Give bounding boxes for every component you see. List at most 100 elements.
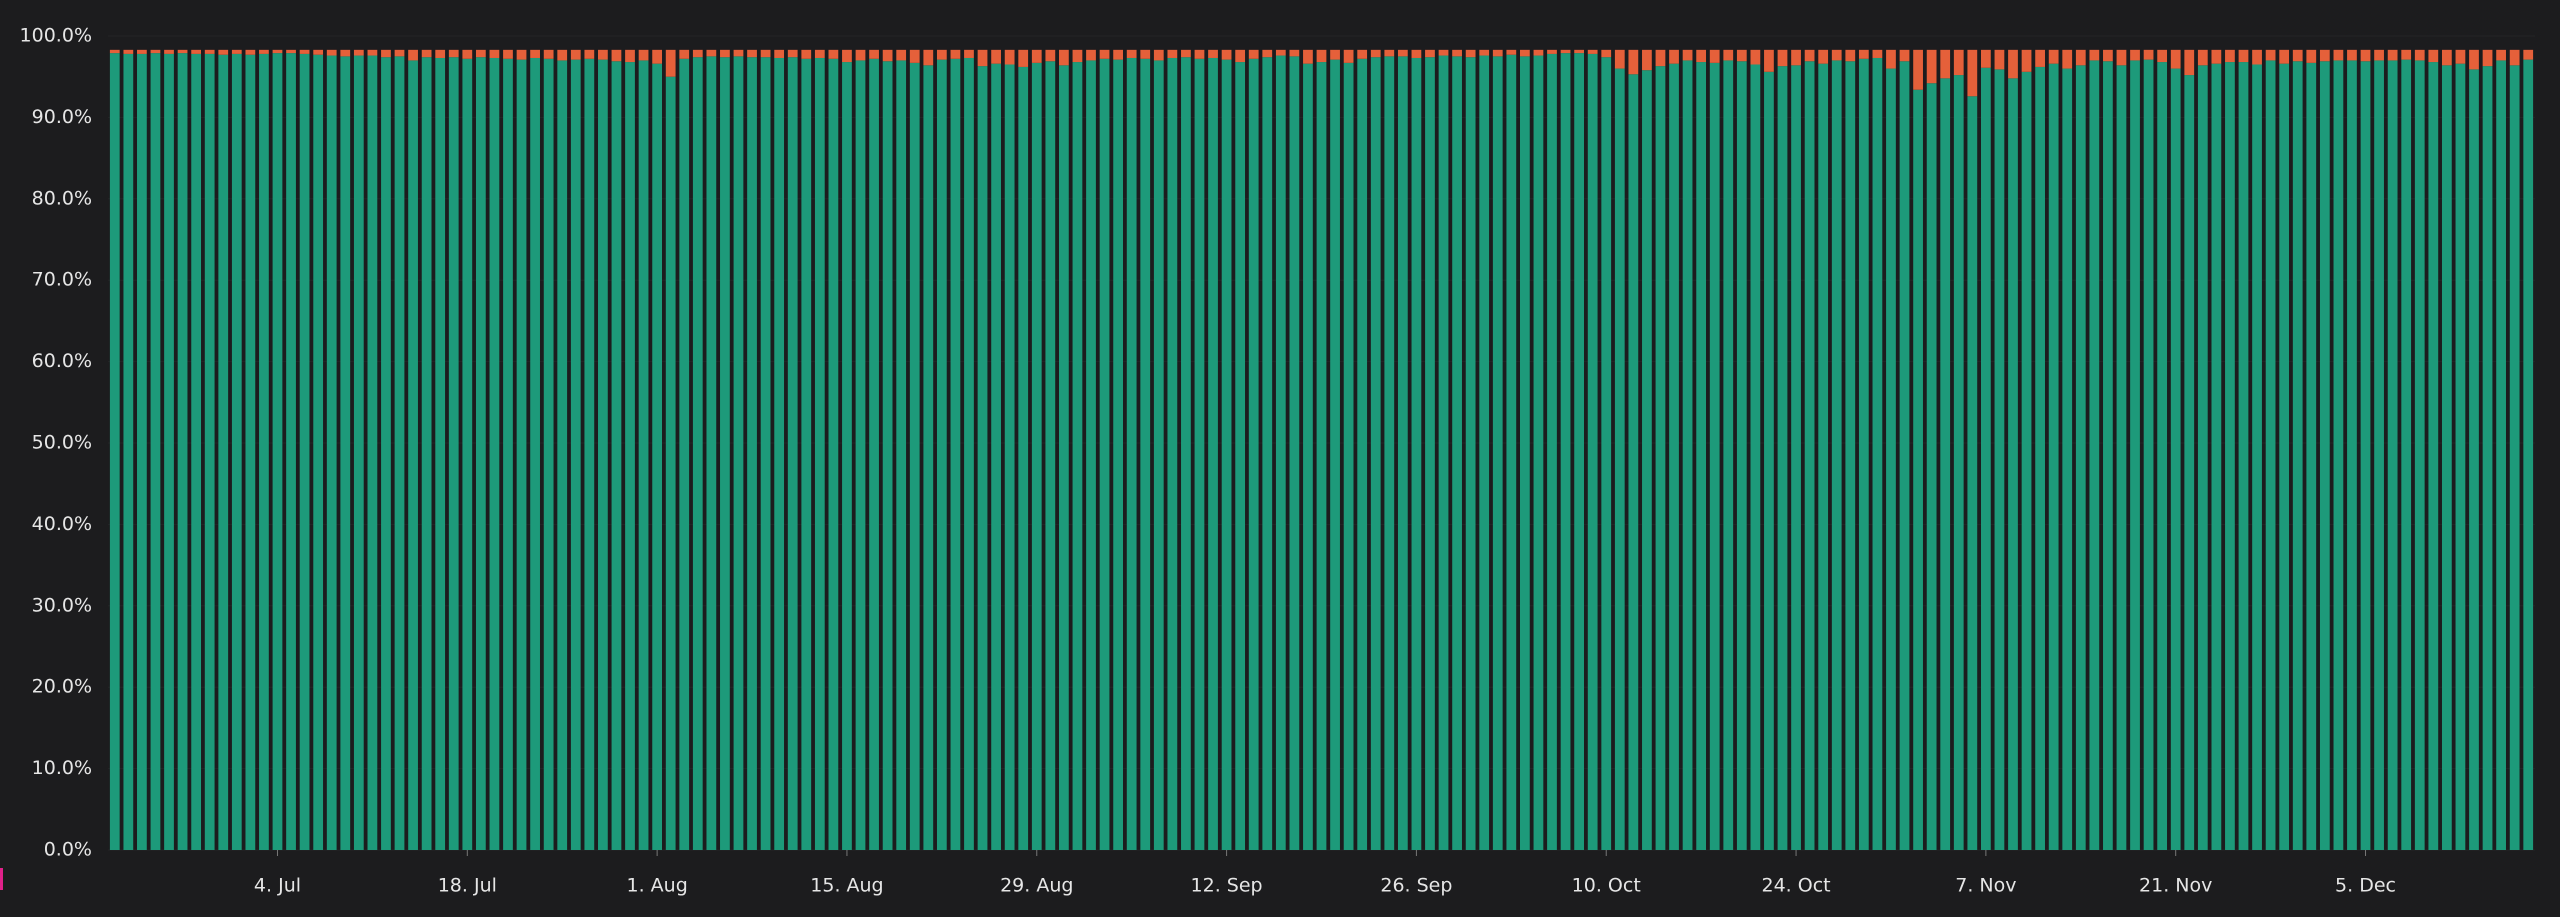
- bar-segment: [2441, 49, 2452, 66]
- bar-segment: [381, 57, 391, 850]
- bar-segment: [747, 57, 757, 850]
- bar-segment: [1804, 61, 1815, 850]
- bar-segment: [109, 53, 120, 851]
- bar-segment: [2157, 62, 2168, 851]
- bar-segment: [1235, 62, 1246, 851]
- bar-segment: [991, 49, 1001, 64]
- bar-segment: [530, 57, 540, 850]
- bar-segment: [340, 49, 351, 57]
- bar-segment: [1655, 49, 1666, 67]
- bar-segment: [516, 59, 527, 850]
- bar-segment: [503, 58, 513, 851]
- bar-segment: [1764, 71, 1774, 851]
- bar-segment: [448, 57, 459, 850]
- bar-segment: [1777, 49, 1788, 67]
- bar-segment: [814, 57, 825, 850]
- bar-segment: [1845, 61, 1856, 850]
- y-tick-label: 50.0%: [32, 432, 92, 454]
- bar-segment: [2333, 49, 2344, 61]
- bar-segment: [1858, 58, 1869, 851]
- bar-segment: [1248, 58, 1259, 851]
- bar-segment: [1886, 49, 1896, 69]
- bar-segment: [1913, 49, 1923, 90]
- bar-segment: [652, 49, 663, 64]
- bar-segment: [611, 61, 622, 850]
- bar-segment: [1357, 49, 1368, 59]
- bar-segment: [2509, 49, 2520, 66]
- bar-segment: [1696, 49, 1707, 63]
- bar-segment: [1208, 57, 1218, 850]
- bar-segment: [2469, 49, 2479, 70]
- bar-segment: [353, 49, 364, 56]
- bar-segment: [977, 49, 988, 67]
- bar-segment: [869, 49, 879, 59]
- bar-segment: [964, 57, 974, 850]
- bar-segment: [964, 49, 974, 58]
- bar-segment: [1465, 49, 1476, 58]
- y-tick-label: 40.0%: [32, 513, 92, 535]
- bar-segment: [598, 49, 608, 60]
- bar-segment: [435, 57, 446, 850]
- bar-segment: [2414, 49, 2425, 61]
- bar-segment: [421, 49, 432, 58]
- bar-segment: [1669, 63, 1679, 850]
- y-tick-label: 70.0%: [32, 269, 92, 291]
- bar-segment: [367, 49, 378, 56]
- bar-segment: [1370, 49, 1381, 58]
- bar-segment: [801, 49, 812, 59]
- bar-segment: [1547, 53, 1557, 850]
- bar-segment: [1696, 62, 1707, 851]
- bar-segment: [1791, 65, 1801, 850]
- y-tick-label: 20.0%: [32, 676, 92, 698]
- bar-segment: [2184, 49, 2195, 76]
- y-tick-label: 100.0%: [20, 25, 92, 47]
- bar-segment: [2130, 49, 2140, 61]
- bar-segment: [231, 53, 242, 850]
- bar-segment: [584, 58, 595, 851]
- bar-segment: [1872, 57, 1883, 850]
- bar-segment: [299, 49, 310, 54]
- bar-segment: [828, 49, 839, 59]
- bar-segment: [1967, 96, 1978, 850]
- bar-segment: [2496, 49, 2506, 61]
- bar-segment: [1940, 49, 1951, 79]
- bar-segment: [1452, 56, 1462, 851]
- bar-segment: [665, 49, 676, 77]
- bar-segment: [2252, 49, 2262, 65]
- bar-segment: [1330, 49, 1340, 60]
- bar-segment: [1330, 59, 1340, 850]
- bar-segment: [245, 49, 256, 55]
- bar-segment: [1289, 49, 1300, 57]
- bar-segment: [1642, 49, 1652, 71]
- bar-segment: [2089, 60, 2100, 851]
- bar-segment: [1872, 49, 1883, 58]
- bar-segment: [1709, 49, 1720, 63]
- bar-segment: [1533, 49, 1544, 56]
- bar-segment: [842, 62, 852, 851]
- bar-segment: [2279, 63, 2290, 850]
- bar-segment: [299, 53, 310, 850]
- bar-segment: [1031, 62, 1042, 850]
- bar-segment: [1587, 49, 1598, 54]
- bar-segment: [2157, 49, 2168, 63]
- bar-segment: [2211, 49, 2222, 64]
- bar-segment: [1289, 56, 1300, 851]
- bar-segment: [1153, 60, 1164, 851]
- bar-segment: [760, 49, 771, 58]
- bar-segment: [1899, 49, 1910, 62]
- bar-segment: [367, 55, 378, 850]
- bar-segment: [1397, 56, 1408, 851]
- bar-segment: [1425, 57, 1435, 850]
- bar-segment: [2008, 49, 2018, 79]
- bar-segment: [2143, 49, 2154, 60]
- bar-segment: [842, 49, 852, 63]
- bar-segment: [1967, 49, 1978, 97]
- bar-segment: [1831, 60, 1842, 851]
- bar-segment: [1411, 57, 1422, 850]
- bar-segment: [1519, 49, 1530, 57]
- bar-segment: [1262, 49, 1273, 58]
- bar-segment: [1519, 56, 1530, 851]
- bar-segment: [191, 49, 202, 54]
- bar-segment: [2509, 65, 2520, 850]
